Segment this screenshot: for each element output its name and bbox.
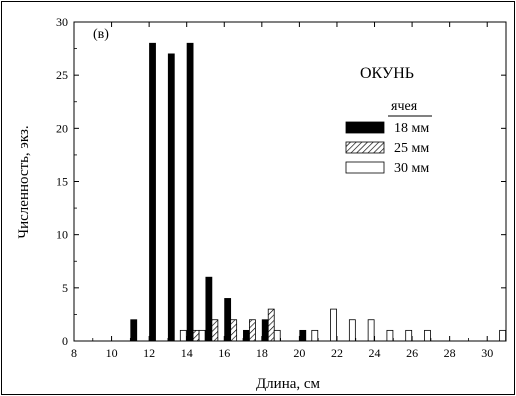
x-axis-label: Длина, см: [256, 376, 321, 392]
bar-30-мм-26.5: [424, 329, 431, 342]
legend-label: 25 мм: [394, 141, 429, 156]
y-tick-label: 15: [56, 175, 68, 189]
bar-18-мм-11.5: [130, 319, 138, 342]
bar-30-мм-30.5: [499, 329, 507, 342]
y-tick-label: 25: [56, 68, 68, 82]
y-tick-label: 0: [62, 334, 68, 348]
bar-30-мм-24.5: [386, 329, 394, 342]
x-tick-label: 30: [481, 346, 493, 360]
bar-18-мм-15.5: [205, 276, 213, 342]
bar-30-мм-18.5: [273, 329, 281, 342]
x-tick-label: 28: [444, 346, 456, 360]
y-tick-label: 5: [62, 281, 68, 295]
legend-title: ячея: [391, 99, 418, 114]
bar-30-мм-21.5: [330, 308, 337, 342]
bar-18-мм-12.5: [149, 42, 156, 342]
bar-30-мм-13.5: [179, 329, 187, 342]
bar-30-мм-20.5: [311, 329, 319, 342]
x-tick-label: 22: [331, 346, 343, 360]
bar-30-мм-25.5: [405, 329, 413, 342]
legend-swatch-18-мм: [345, 121, 385, 134]
bar-30-мм-22.5: [348, 319, 356, 342]
species-label: ОКУНЬ: [360, 65, 414, 82]
panel-label: (в): [93, 27, 109, 42]
plot-area-border: [73, 21, 507, 342]
x-tick-label: 18: [256, 346, 268, 360]
x-tick-label: 10: [106, 346, 118, 360]
x-tick-label: 24: [369, 346, 381, 360]
y-tick-label: 30: [56, 15, 68, 29]
x-tick-label: 26: [406, 346, 418, 360]
legend-label: 18 мм: [394, 121, 429, 136]
y-axis-label: Численность, экз.: [16, 125, 32, 238]
bar-30-мм-14.5: [198, 329, 206, 342]
legend-swatch-30-мм: [345, 161, 385, 174]
bar-25-мм-18.5: [267, 308, 275, 342]
bar-18-мм-16.5: [224, 298, 232, 342]
x-tick-label: 12: [143, 346, 155, 360]
bar-25-мм-16.5: [230, 319, 238, 342]
legend-label: 30 мм: [394, 161, 429, 176]
bar-30-мм-23.5: [367, 319, 375, 342]
bar-18-мм-18.5: [261, 319, 269, 342]
legend: ячея 18 мм 25 мм 30 мм: [345, 99, 432, 176]
bar-18-мм-13.5: [167, 53, 175, 342]
bar-25-мм-17.5: [249, 319, 256, 342]
x-tick-label: 8: [71, 346, 77, 360]
bar-18-мм-17.5: [243, 329, 250, 342]
bar-18-мм-20.5: [299, 329, 307, 342]
x-tick-label: 14: [181, 346, 193, 360]
y-tick-label: 10: [56, 228, 68, 242]
legend-swatch-25-мм: [345, 141, 385, 154]
bar-25-мм-15.5: [211, 319, 219, 342]
bar-18-мм-14.5: [186, 42, 194, 342]
bar-25-мм-14.5: [192, 329, 200, 342]
y-tick-label: 20: [56, 121, 68, 135]
x-tick-label: 16: [218, 346, 230, 360]
x-tick-label: 20: [293, 346, 305, 360]
